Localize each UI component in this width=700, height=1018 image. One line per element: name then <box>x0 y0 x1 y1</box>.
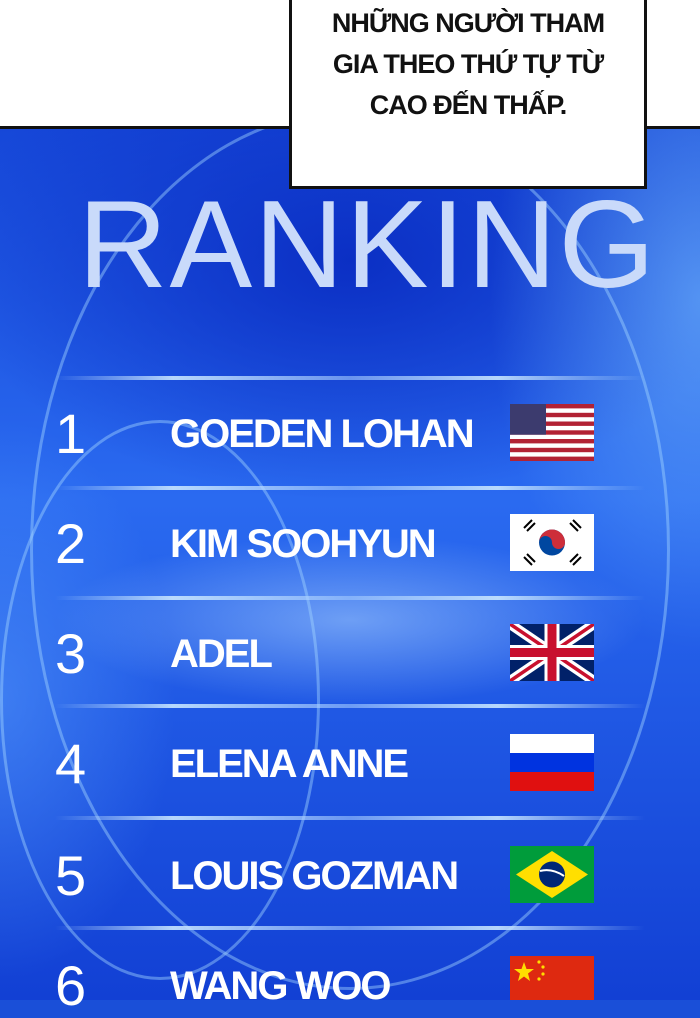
rank-number: 3 <box>55 622 87 685</box>
rank-number: 1 <box>55 402 87 465</box>
player-name: WANG WOO <box>170 964 392 1008</box>
caption-line: CAO ĐẾN THẤP. <box>369 90 568 120</box>
divider <box>55 704 645 708</box>
uk-flag-icon <box>510 624 594 681</box>
divider <box>55 486 645 490</box>
player-name: ELENA ANNE <box>170 742 409 786</box>
rank-number: 4 <box>55 732 87 795</box>
rank-number: 5 <box>55 844 87 907</box>
player-name: GOEDEN LOHAN <box>170 412 475 456</box>
player-name: LOUIS GOZMAN <box>170 854 459 898</box>
ranking-row: 5 LOUIS GOZMAN <box>0 836 700 916</box>
caption-line: NHỮNG NGƯỜI THAM <box>331 8 605 38</box>
divider <box>55 596 645 600</box>
rank-number: 6 <box>55 954 87 1017</box>
caption-box: NHỮNG NGƯỜI THAM GIA THEO THỨ TỰ TỪ CAO … <box>289 0 647 189</box>
player-name: KIM SOOHYUN <box>170 522 437 566</box>
divider <box>55 376 645 380</box>
usa-flag-icon <box>510 404 594 461</box>
ranking-row: 1 GOEDEN LOHAN <box>0 394 700 474</box>
ranking-title: RANKING <box>78 176 657 314</box>
russia-flag-icon <box>510 734 594 791</box>
player-name: ADEL <box>170 632 273 676</box>
rank-number: 2 <box>55 512 87 575</box>
brazil-flag-icon <box>510 846 594 903</box>
china-flag-icon <box>510 956 594 1000</box>
ranking-row: 4 ELENA ANNE <box>0 724 700 804</box>
divider <box>55 926 645 930</box>
caption-line: GIA THEO THỨ TỰ TỪ <box>332 49 604 79</box>
ranking-row: 3 ADEL <box>0 614 700 694</box>
south-korea-flag-icon <box>510 514 594 571</box>
decorative-ring <box>0 420 320 980</box>
ranking-row: 2 KIM SOOHYUN <box>0 504 700 584</box>
divider <box>55 816 645 820</box>
ranking-row: 6 WANG WOO <box>0 920 700 1017</box>
